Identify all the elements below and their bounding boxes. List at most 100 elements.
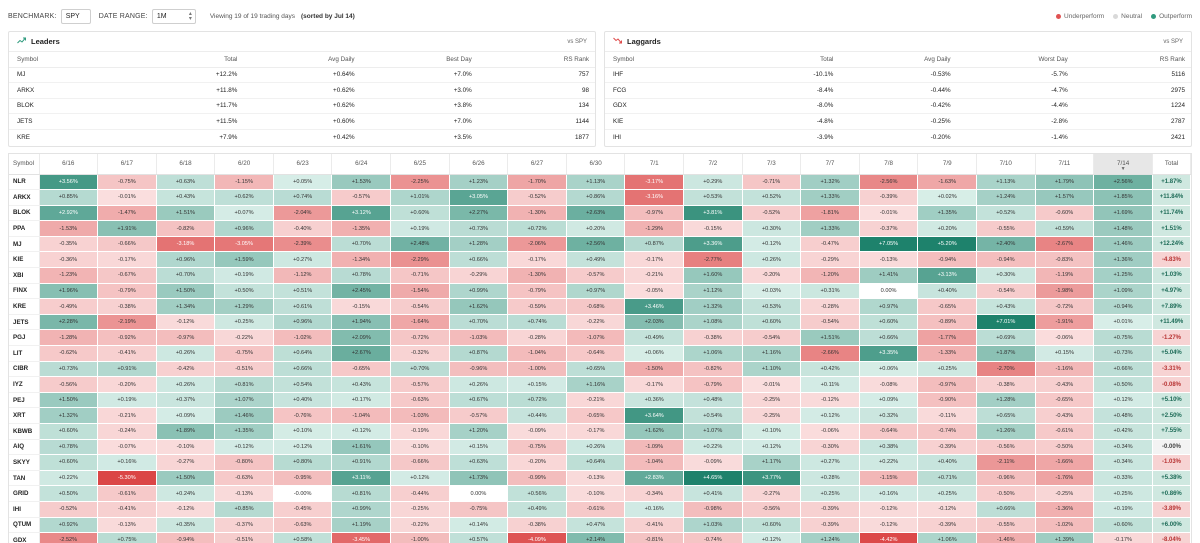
heatmap-cell[interactable]: +0.66% — [859, 329, 919, 347]
heatmap-cell[interactable]: -2.39% — [273, 236, 333, 253]
heatmap-cell[interactable]: -3.05% — [214, 236, 274, 253]
heatmap-cell[interactable]: -0.51% — [214, 532, 274, 543]
heatmap-cell[interactable]: -0.61% — [1035, 423, 1095, 440]
date-col-header[interactable]: 6/26 — [449, 154, 509, 175]
heatmap-cell[interactable]: -0.67% — [97, 267, 157, 284]
heatmap-cell[interactable]: +1.17% — [742, 454, 802, 471]
heatmap-cell[interactable]: -1.16% — [1035, 361, 1095, 378]
heatmap-cell[interactable]: +0.25% — [917, 361, 977, 378]
leaders-row[interactable]: KRE +7.9% +0.42% +3.5% 1877 — [9, 129, 595, 145]
heatmap-cell[interactable]: -0.65% — [1035, 392, 1095, 409]
heatmap-cell[interactable]: -1.30% — [507, 267, 567, 284]
heatmap-cell[interactable]: +0.59% — [1035, 220, 1095, 237]
heatmap-row[interactable]: TAN +0.22% -5.30% +1.50% -0.63% -0.95% +3.11% +… — [9, 470, 1191, 487]
laggards-row[interactable]: GDX -8.0% -0.42% -4.4% 1224 — [605, 98, 1191, 114]
heatmap-cell[interactable]: -1.35% — [331, 220, 392, 237]
leaders-row[interactable]: MJ +12.2% +0.64% +7.0% 757 — [9, 67, 595, 83]
heatmap-cell[interactable]: -0.66% — [390, 454, 450, 471]
heatmap-cell[interactable]: +0.54% — [683, 407, 743, 424]
heatmap-row[interactable]: GRID +0.50% -0.61% +0.24% -0.13% -0.00% +0.81%… — [9, 485, 1191, 502]
heatmap-cell[interactable]: +0.48% — [683, 392, 743, 409]
heatmap-cell[interactable]: -1.23% — [39, 267, 99, 284]
heatmap-cell[interactable]: -0.75% — [449, 501, 509, 518]
heatmap-cell[interactable]: +1.51% — [800, 329, 860, 347]
heatmap-row[interactable]: BLOK +2.92% -1.47% +1.51% +0.07% -2.04% +3.12%… — [9, 205, 1191, 222]
heatmap-row[interactable]: SKYY +0.60% +0.16% -0.27% -0.80% +0.80% +0.91%… — [9, 454, 1191, 471]
heatmap-cell[interactable]: +0.53% — [742, 298, 802, 315]
heatmap-cell[interactable]: -0.81% — [624, 532, 685, 543]
heatmap-cell[interactable]: -0.61% — [566, 501, 626, 518]
heatmap-cell[interactable]: +3.36% — [683, 236, 743, 253]
heatmap-row[interactable]: JETS +2.28% -2.19% -0.12% +0.25% +0.96% +1.94%… — [9, 314, 1191, 331]
heatmap-cell[interactable]: -0.24% — [97, 423, 157, 440]
heatmap-cell[interactable]: -0.63% — [273, 517, 333, 534]
heatmap-cell[interactable]: -0.66% — [97, 236, 157, 253]
date-col-header[interactable]: 7/1 — [624, 154, 685, 175]
heatmap-cell[interactable]: -1.19% — [1035, 267, 1095, 284]
heatmap-cell[interactable]: -0.13% — [97, 517, 157, 534]
heatmap-cell[interactable]: -0.90% — [917, 392, 977, 409]
heatmap-cell[interactable]: -2.11% — [976, 454, 1036, 471]
heatmap-cell[interactable]: -0.27% — [742, 485, 802, 502]
heatmap-cell[interactable]: +0.10% — [742, 423, 802, 440]
heatmap-cell[interactable]: +2.40% — [976, 236, 1036, 253]
heatmap-cell[interactable]: +0.52% — [976, 205, 1036, 222]
heatmap-cell[interactable]: +0.25% — [800, 485, 860, 502]
heatmap-cell[interactable]: -1.66% — [1035, 454, 1095, 471]
heatmap-cell[interactable]: +0.16% — [624, 501, 685, 518]
heatmap-cell[interactable]: -0.12% — [800, 392, 860, 409]
heatmap-cell[interactable]: -0.65% — [566, 407, 626, 424]
heatmap-cell[interactable]: +0.73% — [1093, 345, 1153, 362]
heatmap-cell[interactable]: -0.56% — [976, 439, 1036, 456]
heatmap-cell[interactable]: +0.26% — [449, 376, 509, 393]
heatmap-cell[interactable]: -0.79% — [683, 376, 743, 393]
heatmap-cell[interactable]: +0.49% — [507, 501, 567, 518]
heatmap-cell[interactable]: +0.41% — [683, 485, 743, 502]
heatmap-cell[interactable]: +0.60% — [39, 454, 99, 471]
heatmap-cell[interactable]: -0.25% — [742, 392, 802, 409]
heatmap-cell[interactable]: -0.37% — [859, 220, 919, 237]
date-col-header[interactable]: 6/30 — [566, 154, 626, 175]
heatmap-cell[interactable]: +0.97% — [859, 298, 919, 315]
heatmap-cell[interactable]: -0.25% — [390, 501, 450, 518]
heatmap-cell[interactable]: -0.63% — [214, 470, 274, 487]
heatmap-cell[interactable]: +1.69% — [1093, 205, 1153, 222]
heatmap-cell[interactable]: -2.06% — [507, 236, 567, 253]
heatmap-cell[interactable]: +0.70% — [331, 236, 392, 253]
heatmap-cell[interactable]: +0.78% — [39, 439, 99, 456]
laggards-col-header[interactable]: Symbol — [605, 52, 711, 68]
heatmap-cell[interactable]: +1.79% — [1035, 174, 1095, 191]
heatmap-cell[interactable]: -0.15% — [683, 220, 743, 237]
heatmap-row[interactable]: MJ -0.35% -0.66% -3.18% -3.05% -2.39% +0.70% +2… — [9, 236, 1191, 253]
heatmap-cell[interactable]: +0.73% — [449, 220, 509, 237]
heatmap-cell[interactable]: +1.09% — [1093, 283, 1153, 300]
heatmap-cell[interactable]: +1.87% — [976, 345, 1036, 362]
heatmap-cell[interactable]: +2.92% — [39, 205, 99, 222]
heatmap-cell[interactable]: -0.71% — [742, 174, 802, 191]
heatmap-cell[interactable]: +1.06% — [683, 345, 743, 362]
heatmap-cell[interactable]: +2.67% — [331, 345, 392, 362]
heatmap-cell[interactable]: -0.99% — [507, 470, 567, 487]
heatmap-cell[interactable]: +0.11% — [800, 376, 860, 393]
heatmap-cell[interactable]: -0.75% — [214, 345, 274, 362]
heatmap-cell[interactable]: -0.30% — [800, 439, 860, 456]
heatmap-cell[interactable]: +1.06% — [917, 532, 977, 543]
heatmap-cell[interactable]: +1.32% — [683, 298, 743, 315]
heatmap-cell[interactable]: -0.19% — [390, 423, 450, 440]
heatmap-cell[interactable]: +0.97% — [566, 283, 626, 300]
heatmap-cell[interactable]: -0.55% — [976, 220, 1036, 237]
heatmap-row[interactable]: LIT -0.62% -0.41% +0.26% -0.75% +0.64% +2.67% -… — [9, 345, 1191, 362]
heatmap-cell[interactable]: -0.12% — [917, 501, 977, 518]
heatmap-cell[interactable]: -0.94% — [917, 251, 977, 269]
heatmap-cell[interactable]: -1.04% — [624, 454, 685, 471]
heatmap-cell[interactable]: +0.06% — [859, 361, 919, 378]
heatmap-cell[interactable]: +1.13% — [976, 174, 1036, 191]
heatmap-cell[interactable]: -0.01% — [742, 376, 802, 393]
heatmap-cell[interactable]: -1.12% — [273, 267, 333, 284]
heatmap-cell[interactable]: +0.42% — [1093, 423, 1153, 440]
heatmap-cell[interactable]: +0.62% — [214, 189, 274, 206]
heatmap-row[interactable]: ARKX +0.85% -0.01% +0.43% +0.62% +0.74% -0.57%… — [9, 189, 1191, 206]
heatmap-cell[interactable]: +0.36% — [624, 392, 685, 409]
heatmap-cell[interactable]: +0.63% — [449, 454, 509, 471]
heatmap-cell[interactable]: +0.47% — [566, 517, 626, 534]
